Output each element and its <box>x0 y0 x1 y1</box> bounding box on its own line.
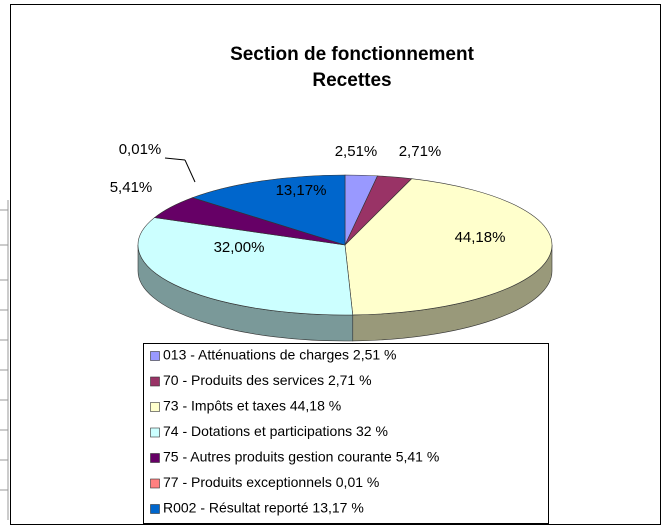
legend-swatch <box>150 402 160 412</box>
legend-swatch <box>150 351 160 361</box>
legend-swatch <box>150 504 160 514</box>
legend-swatch <box>150 376 160 387</box>
legend-label: 70 - Produits des services 2,71 % <box>163 372 372 388</box>
legend-label: R002 - Résultat reporté 13,17 % <box>163 500 364 516</box>
legend-label: 74 - Dotations et participations 32 % <box>163 423 388 439</box>
data-label: 2,71% <box>399 143 442 160</box>
legend-box <box>143 343 549 524</box>
data-label: 2,51% <box>335 143 378 160</box>
chart-title: Recettes <box>312 70 391 91</box>
legend-label: 73 - Impôts et taxes 44,18 % <box>163 398 341 414</box>
legend-swatch <box>150 478 160 489</box>
leader-line <box>184 159 196 183</box>
data-label: 32,00% <box>214 239 265 256</box>
legend-label: 75 - Autres produits gestion courante 5,… <box>163 449 439 465</box>
data-label: 5,41% <box>110 179 153 196</box>
pie-slice <box>191 174 346 246</box>
data-label: 44,18% <box>455 229 506 246</box>
data-label: 13,17% <box>276 182 327 199</box>
data-label: 0,01% <box>119 141 162 158</box>
pie-slice <box>137 217 354 316</box>
pie-slice <box>344 178 553 316</box>
legend-label: 013 - Atténuations de charges 2,51 % <box>163 347 397 363</box>
legend-label: 77 - Produits exceptionnels 0,01 % <box>163 474 379 490</box>
legend-swatch <box>150 453 160 463</box>
legend-swatch <box>150 427 160 438</box>
background-table <box>0 200 9 520</box>
leader-line <box>164 157 186 161</box>
chart-title: Section de fonctionnement <box>230 44 475 65</box>
